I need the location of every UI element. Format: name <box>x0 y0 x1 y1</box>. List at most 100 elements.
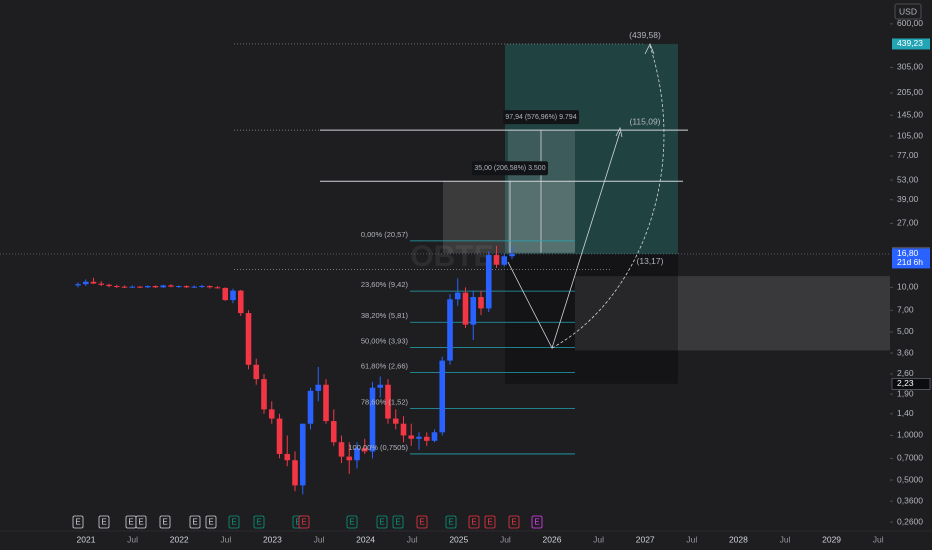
x-tick-label: Jul <box>127 534 138 544</box>
candle-body <box>454 292 461 300</box>
y-tick-label: 205,00 <box>897 87 923 97</box>
event-badge <box>135 515 147 529</box>
candle-body <box>354 448 360 461</box>
candle-body <box>323 384 329 422</box>
x-tick-label: Jul <box>314 534 325 544</box>
candle-body <box>199 286 205 288</box>
candles <box>75 246 515 495</box>
price-axis <box>890 0 932 550</box>
candle-body <box>129 286 136 288</box>
candle-body <box>168 285 174 287</box>
event-badge <box>72 515 84 529</box>
y-tick-label: 77,00 <box>897 150 919 160</box>
candle-body <box>292 460 298 486</box>
candle-body <box>121 286 128 288</box>
candle-body <box>509 253 515 257</box>
y-tick-label: 53,00 <box>897 174 919 184</box>
event-label: E <box>192 518 197 527</box>
y-tick-label: 7,00 <box>897 305 914 315</box>
candle-body <box>416 436 422 439</box>
candle-body <box>299 423 306 486</box>
candle-body <box>400 423 407 436</box>
candle-body <box>307 390 314 424</box>
candle-body <box>470 297 477 325</box>
candle-body <box>284 453 291 461</box>
fib-label: 61,80% (2,66) <box>361 361 409 370</box>
candle-body <box>462 292 469 325</box>
event-badge <box>508 515 520 529</box>
event-label: E <box>128 518 133 527</box>
candle-body <box>82 281 89 285</box>
event-badge <box>253 515 265 529</box>
x-tick-label: Jul <box>220 534 231 544</box>
currency-button[interactable] <box>894 3 922 20</box>
event-label: E <box>101 518 106 527</box>
fib-label: 50,00% (3,93) <box>361 336 409 345</box>
projection-curve <box>551 45 665 349</box>
candle-body <box>175 286 182 288</box>
candle-body <box>338 442 345 457</box>
y-tick-label: 600,00 <box>897 18 923 28</box>
event-label: E <box>419 518 424 527</box>
x-tick-label: 2025 <box>449 534 468 544</box>
price-marker-countdown: 21d 6h <box>897 257 923 267</box>
y-tick-label: 0,5000 <box>897 474 923 484</box>
y-tick-label: 0,2600 <box>897 516 923 526</box>
candle-body <box>261 379 267 410</box>
event-badge <box>392 515 404 529</box>
y-tick-label: 27,00 <box>897 218 919 228</box>
candle-body <box>253 364 260 380</box>
x-tick-label: Jul <box>873 534 884 544</box>
arrow-head <box>615 126 623 138</box>
candle-body <box>230 290 236 301</box>
candle-body <box>152 286 159 288</box>
x-tick-label: 2022 <box>170 534 189 544</box>
candle-body <box>485 255 492 309</box>
y-tick-label: 39,00 <box>897 194 919 204</box>
candle-body <box>330 421 337 443</box>
currency-label[interactable]: USD <box>899 6 917 16</box>
event-label: E <box>162 518 167 527</box>
measure-label-box <box>472 161 548 176</box>
arrow-head <box>644 43 655 55</box>
candle-body <box>113 286 120 288</box>
fib-label: 0,00% (20,57) <box>361 230 409 239</box>
event-label: E <box>379 518 384 527</box>
x-tick-label: 2023 <box>263 534 282 544</box>
candle-body <box>361 448 368 452</box>
event-badge <box>298 515 310 529</box>
candle-body <box>408 435 415 439</box>
candle-body <box>106 284 112 287</box>
zone <box>575 276 890 351</box>
event-label: E <box>301 518 306 527</box>
candle-body <box>144 286 151 288</box>
measure-label: 97,94 (576,96%) 9.794 <box>505 114 576 121</box>
x-tick-label: 2024 <box>356 534 375 544</box>
candle-body <box>392 418 399 424</box>
candle-body <box>369 387 376 452</box>
event-badge <box>346 515 358 529</box>
event-badge <box>98 515 110 529</box>
x-tick-label: Jul <box>500 534 511 544</box>
level-label: (13,17) <box>637 256 664 266</box>
event-label: E <box>295 518 300 527</box>
y-tick-label: 1,40 <box>897 408 914 418</box>
x-tick-label: Jul <box>780 534 791 544</box>
event-label: E <box>138 518 143 527</box>
event-badge <box>416 515 428 529</box>
candle-body <box>75 284 81 286</box>
candle-body <box>423 436 430 441</box>
event-label: E <box>256 518 261 527</box>
event-badge <box>189 515 201 529</box>
y-tick-label: 305,00 <box>897 62 923 72</box>
candle-body <box>268 409 275 419</box>
candle-body <box>245 313 252 365</box>
candle-body <box>183 286 190 288</box>
x-tick-label: Jul <box>686 534 697 544</box>
x-tick-label: 2027 <box>636 534 655 544</box>
candle-body <box>346 456 353 461</box>
event-label: E <box>448 518 453 527</box>
candle-body <box>137 286 143 288</box>
y-tick-label: 1,0000 <box>897 430 923 440</box>
